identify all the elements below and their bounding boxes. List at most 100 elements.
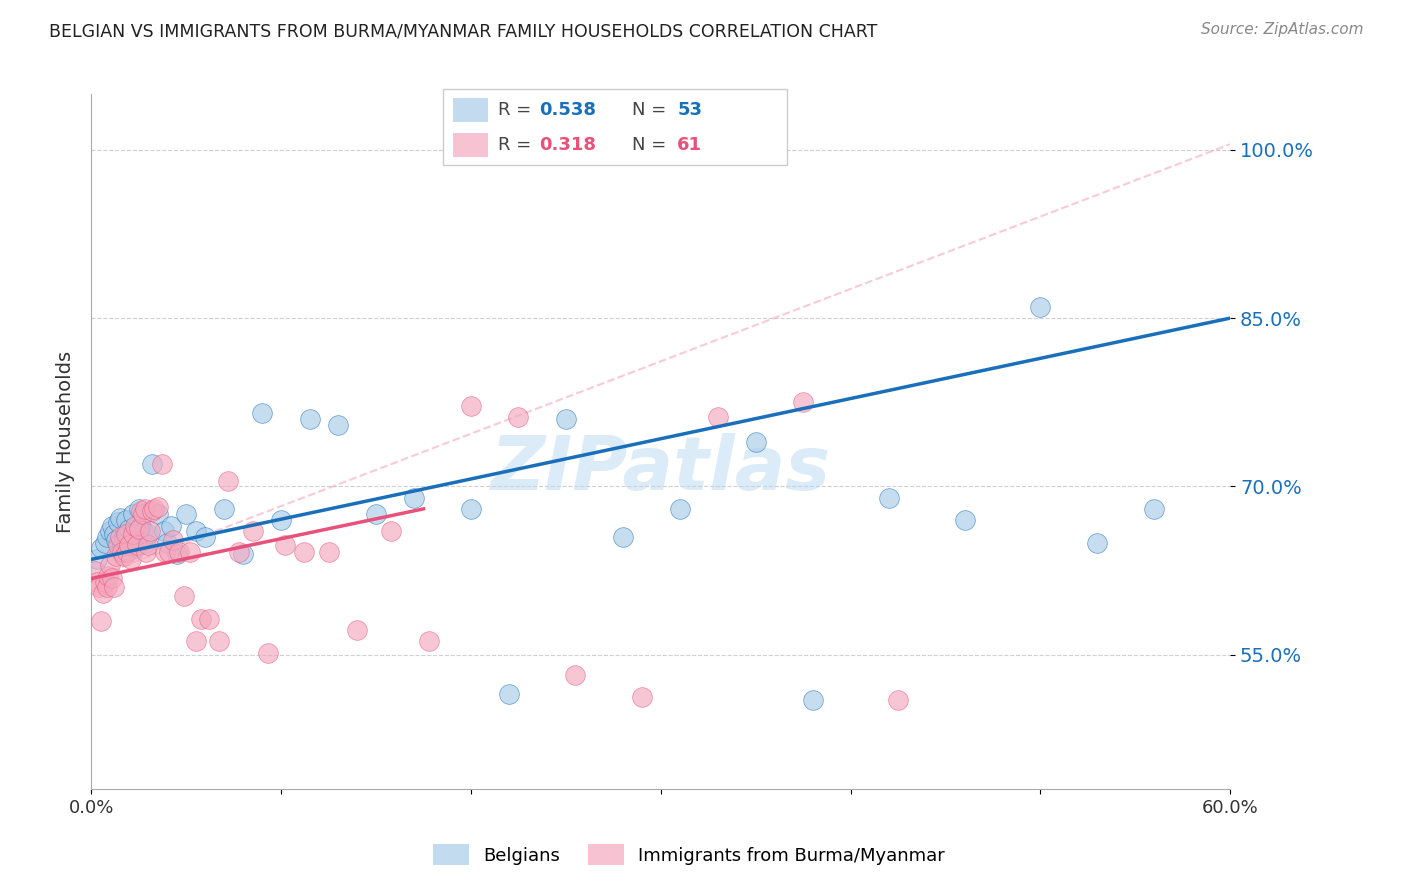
Point [953,513,976,527]
Point [160,518,183,533]
Point [174,508,197,522]
Point [173,590,195,604]
Point [141,457,163,471]
Point [217,474,239,488]
Point [630,690,652,705]
Text: Source: ZipAtlas.com: Source: ZipAtlas.com [1201,22,1364,37]
Point [508,409,530,424]
Point [887,692,910,706]
Point [152,524,174,539]
Point [105,533,128,548]
Point [318,544,340,558]
Point [117,526,139,541]
Text: ZIPatlas: ZIPatlas [491,433,831,506]
Point [228,544,250,558]
Point [90,541,112,556]
Point [107,516,129,530]
Point [114,526,136,541]
Point [184,524,207,539]
Text: R =: R = [498,101,537,119]
Point [138,526,160,541]
Point [877,491,900,505]
Point [167,544,190,558]
Point [112,549,135,563]
Text: 53: 53 [678,101,702,119]
Point [250,407,273,421]
Point [128,522,150,536]
Point [150,457,173,471]
Point [155,544,177,558]
Point [564,668,586,682]
Point [207,634,229,648]
Point [86,574,108,589]
Text: 0.318: 0.318 [540,136,596,154]
Point [745,434,768,449]
Point [707,409,730,424]
Point [111,544,134,558]
Text: N =: N = [633,101,672,119]
Text: N =: N = [633,136,672,154]
Point [101,571,124,585]
Text: 61: 61 [678,136,702,154]
Point [801,692,824,706]
Point [134,535,156,549]
Point [117,544,139,558]
Point [460,501,482,516]
Point [111,538,134,552]
Point [292,544,315,558]
Point [138,538,160,552]
Point [101,518,124,533]
Point [103,526,125,541]
Point [112,530,135,544]
Point [135,544,157,558]
Point [98,524,121,539]
Point [96,530,118,544]
Point [156,535,179,549]
Point [97,569,120,583]
Bar [453,97,488,122]
Point [118,538,141,552]
Point [404,491,426,505]
Point [418,634,440,648]
Point [84,564,107,578]
Point [129,504,152,518]
Point [122,508,145,522]
Point [274,538,297,552]
Point [124,518,146,533]
Point [257,646,280,660]
Text: BELGIAN VS IMMIGRANTS FROM BURMA/MYANMAR FAMILY HOUSEHOLDS CORRELATION CHART: BELGIAN VS IMMIGRANTS FROM BURMA/MYANMAR… [49,22,877,40]
Legend: Belgians, Immigrants from Burma/Myanmar: Belgians, Immigrants from Burma/Myanmar [426,837,952,872]
Point [129,518,152,533]
Point [669,501,692,516]
Point [298,412,321,426]
Point [93,535,115,549]
Point [141,504,163,518]
Point [96,581,118,595]
Point [326,417,349,432]
Point [134,501,156,516]
Point [131,508,153,522]
Point [612,530,634,544]
Point [107,538,129,552]
Point [1143,501,1166,516]
Point [157,544,180,558]
Point [364,508,387,522]
Point [120,535,142,549]
Point [190,612,212,626]
Point [114,513,136,527]
Point [122,526,145,541]
Point [198,612,221,626]
Point [131,524,153,539]
Point [166,547,188,561]
Point [232,547,254,561]
Point [194,530,217,544]
Point [380,524,402,539]
Point [120,552,142,566]
Point [1087,535,1109,549]
Point [214,501,236,516]
Point [162,533,184,548]
Point [792,395,814,409]
Point [103,581,125,595]
Point [91,586,114,600]
Bar [453,133,488,158]
